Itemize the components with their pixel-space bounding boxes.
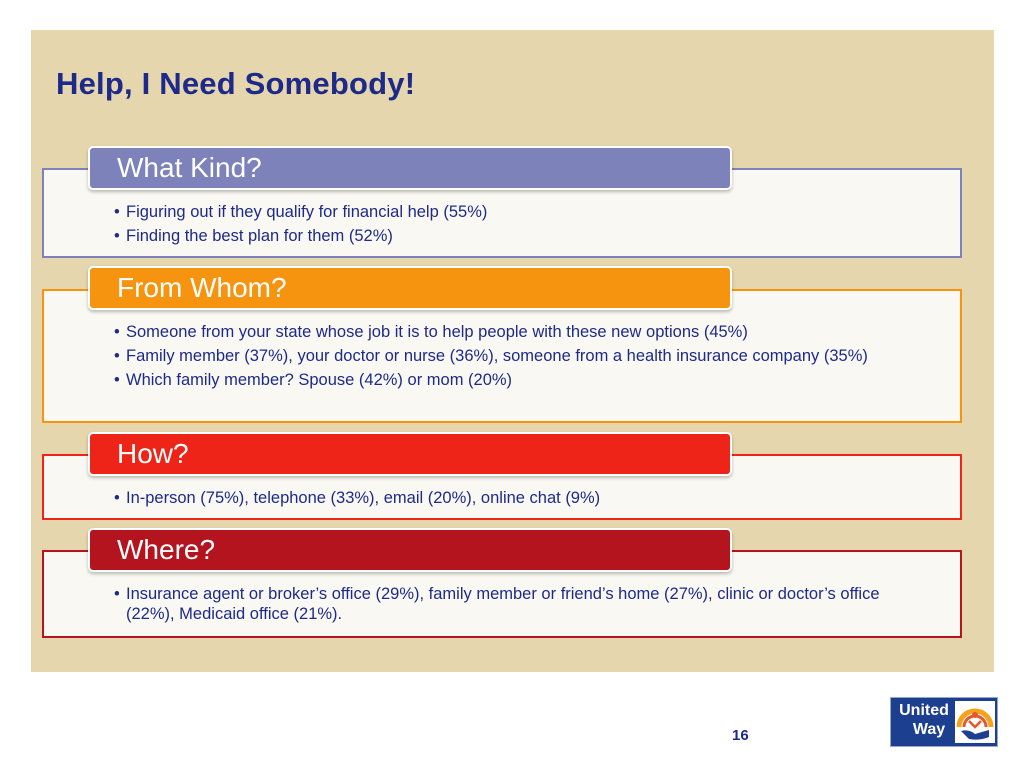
list-item: Which family member? Spouse (42%) or mom… bbox=[114, 370, 894, 390]
list-item: Someone from your state whose job it is … bbox=[114, 322, 894, 342]
logo-line-1: United bbox=[899, 702, 949, 719]
page-number: 16 bbox=[732, 727, 749, 744]
section-what-kind-list: Figuring out if they qualify for financi… bbox=[114, 202, 904, 250]
section-what-kind-heading: What Kind? bbox=[88, 146, 732, 190]
section-how-list: In-person (75%), telephone (33%), email … bbox=[114, 488, 904, 512]
united-way-hand-rainbow-icon bbox=[955, 701, 995, 743]
logo-line-2: Way bbox=[912, 721, 946, 738]
list-item: Figuring out if they qualify for financi… bbox=[114, 202, 904, 222]
section-how-heading: How? bbox=[88, 432, 732, 476]
section-from-whom-heading: From Whom? bbox=[88, 266, 732, 310]
section-from-whom-list: Someone from your state whose job it is … bbox=[114, 322, 894, 394]
list-item: In-person (75%), telephone (33%), email … bbox=[114, 488, 904, 508]
list-item: Insurance agent or broker’s office (29%)… bbox=[114, 584, 894, 624]
list-item: Finding the best plan for them (52%) bbox=[114, 226, 904, 246]
united-way-logo: United Way bbox=[890, 697, 998, 747]
slide-title: Help, I Need Somebody! bbox=[56, 66, 416, 101]
section-where-heading: Where? bbox=[88, 528, 732, 572]
list-item: Family member (37%), your doctor or nurs… bbox=[114, 346, 894, 366]
section-where-list: Insurance agent or broker’s office (29%)… bbox=[114, 584, 894, 628]
logo-text: United Way bbox=[893, 701, 955, 739]
